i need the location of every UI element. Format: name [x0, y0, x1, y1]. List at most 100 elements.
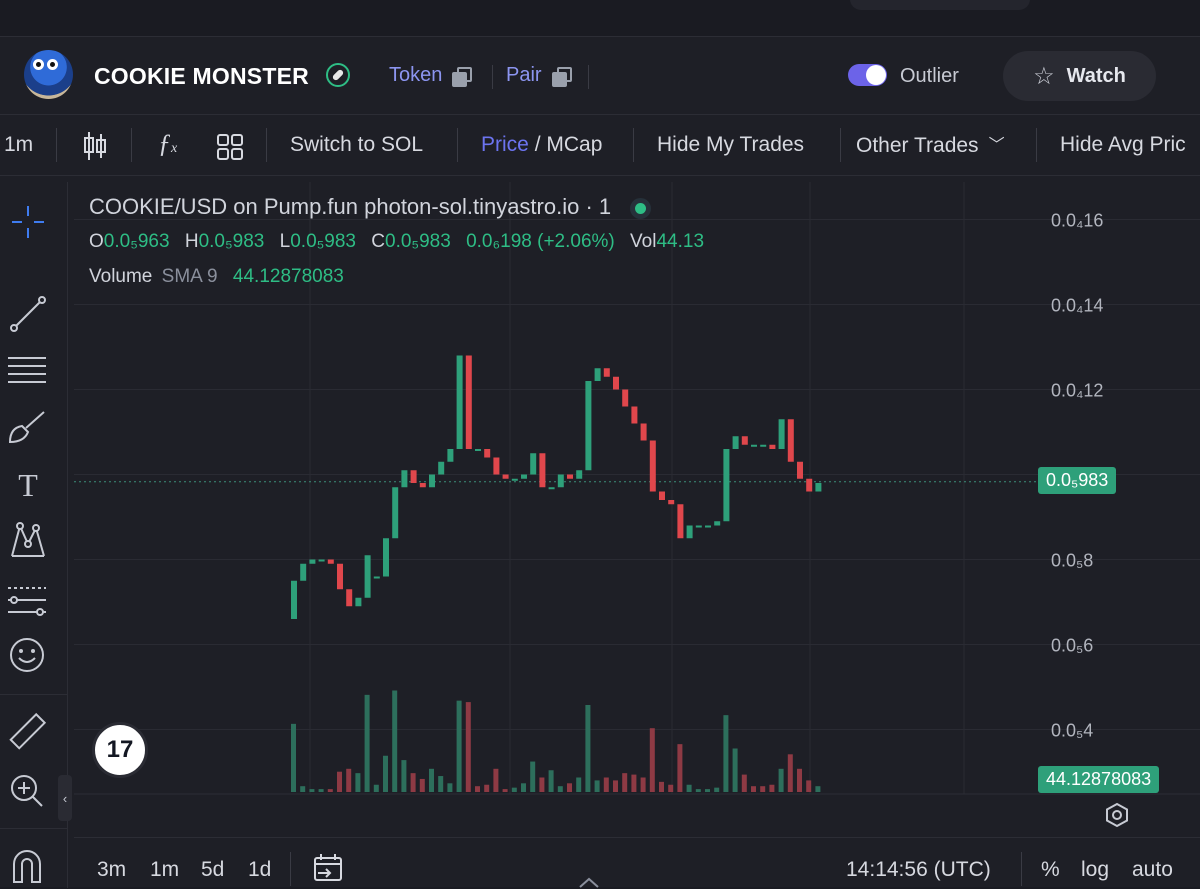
- settings-icon[interactable]: [1104, 802, 1130, 828]
- candle: [640, 423, 647, 441]
- volume-bar: [815, 786, 821, 792]
- candle: [327, 559, 334, 564]
- volume-bar: [429, 768, 434, 792]
- interval-button[interactable]: 1m: [4, 133, 34, 156]
- layout-grid-icon[interactable]: [217, 134, 243, 160]
- divider: [56, 128, 57, 162]
- price-mcap-separator: /: [528, 133, 547, 156]
- tradingview-logo[interactable]: 17: [92, 722, 148, 778]
- volume-bar: [769, 784, 775, 792]
- ruler-icon[interactable]: [6, 712, 48, 754]
- mcap-option[interactable]: MCap: [546, 133, 603, 156]
- volume-bar: [309, 789, 315, 792]
- volume-bar: [364, 694, 370, 792]
- candle: [419, 483, 426, 488]
- candle: [797, 461, 803, 479]
- switch-to-sol-button[interactable]: Switch to SOL: [290, 133, 424, 156]
- other-trades-label: Other Trades: [856, 134, 979, 157]
- outlier-toggle[interactable]: [848, 64, 887, 86]
- price-mcap-toggle[interactable]: Price / MCap: [481, 133, 602, 157]
- price-chart[interactable]: 0.0₄160.0₄140.0₄120.0₅80.0₅60.0₅407:0209…: [74, 182, 1200, 802]
- pair-link[interactable]: Pair: [506, 64, 572, 87]
- token-link-label[interactable]: Token: [389, 64, 443, 86]
- y-tick-label: 0.0₄12: [1051, 381, 1103, 401]
- open-value: 0.0₅963: [103, 231, 170, 252]
- volume-bar: [530, 761, 536, 792]
- range-1m-button[interactable]: 1m: [150, 858, 180, 881]
- candle: [300, 563, 307, 581]
- divider: [0, 828, 68, 829]
- indicators-icon[interactable]: ƒx: [158, 129, 178, 158]
- trend-line-icon[interactable]: [8, 294, 48, 334]
- expand-panel-icon[interactable]: [578, 875, 600, 889]
- copy-icon[interactable]: [551, 67, 572, 87]
- candle: [594, 368, 601, 381]
- volume-bar: [557, 786, 563, 792]
- volume-bar: [585, 705, 591, 792]
- candle: [355, 597, 362, 607]
- y-tick-label: 0.0₅8: [1051, 551, 1093, 571]
- range-3m-button[interactable]: 3m: [97, 858, 127, 881]
- auto-scale-button[interactable]: auto: [1132, 858, 1173, 881]
- volume-bar: [521, 783, 526, 792]
- prediction-icon[interactable]: [6, 580, 48, 620]
- pair-link-label[interactable]: Pair: [506, 64, 542, 86]
- candle: [475, 449, 481, 451]
- volume-bar: [318, 789, 324, 792]
- chart-panel: COOKIE MONSTER Token Pair Outlier ☆ Watc…: [0, 36, 1200, 889]
- magnet-icon[interactable]: [8, 848, 46, 886]
- emoji-icon[interactable]: [8, 636, 46, 674]
- candle: [695, 525, 702, 528]
- log-scale-button[interactable]: log: [1081, 858, 1110, 881]
- hide-my-trades-button[interactable]: Hide My Trades: [657, 133, 805, 156]
- zoom-in-icon[interactable]: [8, 772, 46, 810]
- verified-icon: [326, 63, 350, 87]
- outlier-label: Outlier: [900, 65, 959, 87]
- collapse-toolbar-button[interactable]: ‹: [58, 775, 72, 821]
- candle: [346, 589, 353, 607]
- candles-icon[interactable]: [82, 130, 108, 162]
- open-key: O: [89, 231, 104, 252]
- candle: [318, 559, 325, 562]
- price-option[interactable]: Price: [481, 133, 529, 156]
- candle: [778, 419, 785, 449]
- candle: [447, 449, 454, 462]
- candle: [622, 389, 629, 407]
- other-trades-dropdown[interactable]: Other Trades ﹀: [856, 133, 1005, 158]
- volume-bar: [732, 748, 738, 792]
- pattern-icon[interactable]: [6, 520, 48, 562]
- fib-lines-icon[interactable]: [6, 350, 48, 390]
- utc-clock[interactable]: 14:14:56 (UTC): [846, 858, 991, 881]
- volume-bar: [383, 755, 388, 792]
- token-link[interactable]: Token: [389, 64, 473, 87]
- watch-button[interactable]: ☆ Watch: [1003, 51, 1156, 101]
- range-5d-button[interactable]: 5d: [201, 858, 225, 881]
- date-range-icon[interactable]: [312, 852, 344, 884]
- volume-bar: [327, 789, 333, 792]
- brush-icon[interactable]: [6, 408, 48, 448]
- text-tool-icon[interactable]: T: [18, 466, 38, 503]
- crosshair-icon[interactable]: [8, 202, 48, 242]
- token-header: COOKIE MONSTER Token Pair Outlier ☆ Watc…: [0, 37, 1200, 115]
- candle: [787, 419, 794, 462]
- volume-bar: [410, 773, 416, 792]
- volume-bar: [603, 777, 609, 792]
- divider: [1036, 128, 1037, 162]
- candle: [686, 525, 693, 539]
- volume-bar: [346, 768, 352, 792]
- volume-bar: [806, 780, 812, 792]
- candle: [567, 474, 573, 479]
- volume-bar: [300, 786, 306, 792]
- percent-scale-button[interactable]: %: [1041, 858, 1060, 881]
- hide-avg-price-button[interactable]: Hide Avg Pric: [1060, 133, 1186, 156]
- volume-bar: [493, 768, 499, 792]
- divider: [588, 65, 589, 89]
- copy-icon[interactable]: [452, 67, 473, 87]
- candle: [732, 436, 739, 449]
- volume-bar: [787, 754, 793, 792]
- range-1d-button[interactable]: 1d: [248, 858, 272, 881]
- chart-legend: COOKIE/USD on Pump.fun photon-sol.tinyas…: [89, 194, 647, 220]
- candle: [723, 449, 730, 522]
- candle: [585, 381, 592, 471]
- candle: [548, 487, 555, 490]
